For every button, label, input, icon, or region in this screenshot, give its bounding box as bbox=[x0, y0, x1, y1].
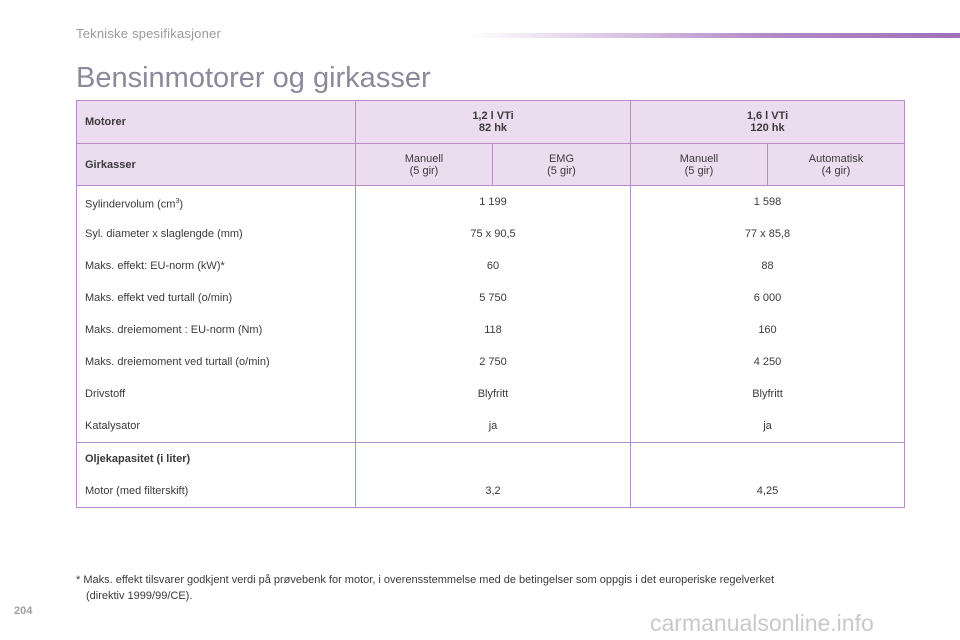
gearbox-col-2: EMG (5 gir) bbox=[492, 143, 631, 186]
engine-2-power: 120 hk bbox=[750, 122, 785, 134]
spec-value: 4 250 bbox=[753, 356, 782, 368]
motor-label: Motorer bbox=[76, 100, 356, 144]
page-number: 204 bbox=[14, 605, 33, 617]
spec-label-cyl: Sylindervolum (cm3) bbox=[85, 198, 184, 211]
gearbox-1-type: Manuell bbox=[404, 152, 444, 165]
oil-value: 3,2 bbox=[485, 485, 501, 497]
engine-1-name: 1,2 l VTi bbox=[472, 110, 514, 122]
spec-label: Maks. dreiemoment ved turtall (o/min) bbox=[85, 356, 270, 368]
spec-value: 88 bbox=[761, 260, 774, 272]
gearbox-header-row: Girkasser Manuell (5 gir) EMG (5 gir) Ma… bbox=[76, 143, 905, 186]
gearbox-2-type: EMG bbox=[548, 152, 575, 165]
gearbox-col-3: Manuell (5 gir) bbox=[630, 143, 768, 186]
spec-table: Motorer 1,2 l VTi 82 hk 1,6 l VTi 120 hk… bbox=[76, 100, 905, 508]
gearbox-2-gears: (5 gir) bbox=[547, 164, 576, 177]
footnote: * Maks. effekt tilsvarer godkjent verdi … bbox=[76, 572, 886, 604]
engine-header-row: Motorer 1,2 l VTi 82 hk 1,6 l VTi 120 hk bbox=[76, 100, 905, 144]
spec-value: 160 bbox=[758, 324, 777, 336]
spec-value: ja bbox=[488, 420, 498, 432]
section-label: Tekniske spesifikasjoner bbox=[76, 26, 221, 41]
spec-label: Maks. dreiemoment : EU-norm (Nm) bbox=[85, 324, 263, 336]
spec-values-engine-1: 1 199 75 x 90,5 60 5 750 118 2 750 Blyfr… bbox=[355, 185, 631, 443]
gearbox-3-type: Manuell bbox=[679, 152, 719, 165]
engine-col-1: 1,2 l VTi 82 hk bbox=[355, 100, 631, 144]
spec-values-engine-2: 1 598 77 x 85,8 88 6 000 160 4 250 Blyfr… bbox=[630, 185, 905, 443]
oil-labels: Oljekapasitet (i liter) Motor (med filte… bbox=[76, 442, 356, 508]
footnote-line-1: * Maks. effekt tilsvarer godkjent verdi … bbox=[76, 574, 775, 586]
spec-label: Katalysator bbox=[85, 420, 141, 432]
spec-value: 6 000 bbox=[753, 292, 782, 304]
spec-value: 1 598 bbox=[753, 196, 782, 208]
spec-value: 77 x 85,8 bbox=[744, 228, 791, 240]
header-accent-bar bbox=[470, 33, 960, 38]
gearbox-col-1: Manuell (5 gir) bbox=[355, 143, 493, 186]
gearbox-label: Girkasser bbox=[76, 143, 356, 186]
engine-1-power: 82 hk bbox=[478, 122, 508, 134]
gearbox-1-gears: (5 gir) bbox=[409, 164, 439, 177]
oil-value-engine-2-cell: 4,25 bbox=[630, 442, 905, 508]
gearbox-col-4: Automatisk (4 gir) bbox=[767, 143, 905, 186]
spec-value: 2 750 bbox=[479, 356, 507, 368]
oil-value: 4,25 bbox=[756, 485, 779, 497]
spec-labels: Sylindervolum (cm3) Syl. diameter x slag… bbox=[76, 185, 356, 443]
gearbox-3-gears: (5 gir) bbox=[684, 164, 714, 177]
spec-value: Blyfritt bbox=[752, 388, 783, 400]
oil-value-engine-1-cell: 3,2 bbox=[355, 442, 631, 508]
spec-value: 1 199 bbox=[479, 196, 507, 208]
spec-value: 5 750 bbox=[479, 292, 507, 304]
watermark: carmanualsonline.info bbox=[650, 610, 874, 636]
gearbox-4-gears: (4 gir) bbox=[821, 164, 851, 177]
spec-body: Sylindervolum (cm3) Syl. diameter x slag… bbox=[76, 185, 905, 443]
oil-capacity-row: Oljekapasitet (i liter) Motor (med filte… bbox=[76, 442, 905, 508]
spec-value: Blyfritt bbox=[477, 388, 509, 400]
oil-label: Motor (med filterskift) bbox=[85, 485, 189, 497]
footnote-line-2: (direktiv 1999/99/CE). bbox=[86, 590, 193, 602]
oil-heading: Oljekapasitet (i liter) bbox=[85, 453, 191, 465]
engine-col-2: 1,6 l VTi 120 hk bbox=[630, 100, 905, 144]
spec-value: 75 x 90,5 bbox=[470, 228, 516, 240]
page-title: Bensinmotorer og girkasser bbox=[76, 62, 431, 94]
spec-value: ja bbox=[763, 420, 772, 432]
gearbox-4-type: Automatisk bbox=[808, 152, 864, 165]
spec-value: 60 bbox=[486, 260, 500, 272]
engine-2-name: 1,6 l VTi bbox=[746, 110, 789, 122]
spec-label: Maks. effekt ved turtall (o/min) bbox=[85, 292, 233, 304]
spec-label: Maks. effekt: EU-norm (kW)* bbox=[85, 260, 225, 272]
spec-label: Drivstoff bbox=[85, 388, 126, 400]
spec-label: Syl. diameter x slaglengde (mm) bbox=[85, 228, 243, 240]
spec-value: 118 bbox=[484, 324, 502, 336]
